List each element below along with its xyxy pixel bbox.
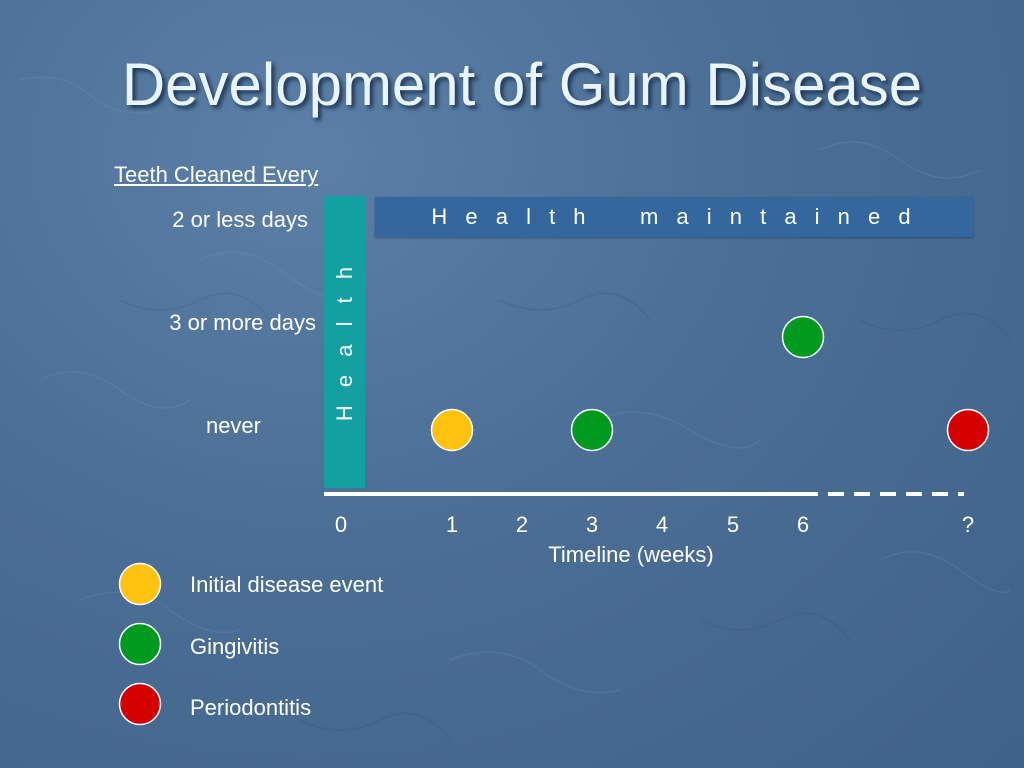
event-marker-gingivitis-week-6 xyxy=(781,315,825,359)
event-marker-gingivitis-week-3 xyxy=(570,408,614,452)
cleaning-frequency-heading: Teeth Cleaned Every xyxy=(114,162,319,187)
timeline-tick-3: 3 xyxy=(585,512,599,537)
row-label-3-or-more-days: 3 or more days xyxy=(169,310,316,335)
legend-marker-gingivitis xyxy=(118,622,162,666)
legend-label-initial: Initial disease event xyxy=(190,572,384,597)
timeline-tick-unknown: ? xyxy=(961,512,975,537)
health-vertical-bar xyxy=(324,196,365,488)
timeline-label: Timeline (weeks) xyxy=(548,542,714,567)
legend-marker-periodontitis xyxy=(118,682,162,726)
row-label-2-or-less-days: 2 or less days xyxy=(172,207,308,232)
row-label-never: never xyxy=(205,413,261,438)
timeline-tick-1: 1 xyxy=(445,512,459,537)
event-marker-periodontitis-week-unknown xyxy=(946,408,990,452)
health-maintained-bar xyxy=(375,197,973,237)
timeline-tick-6: 6 xyxy=(796,512,810,537)
legend-label-periodontitis: Periodontitis xyxy=(190,695,312,720)
legend-label-gingivitis: Gingivitis xyxy=(190,634,280,659)
timeline-tick-2: 2 xyxy=(515,512,529,537)
timeline-tick-0: 0 xyxy=(334,512,348,537)
event-marker-initial-week-1 xyxy=(430,408,474,452)
health-maintained-label: H e a l t h m a i n t a i n e d xyxy=(431,204,917,229)
slide-title: Development of Gum Disease xyxy=(121,51,923,118)
timeline-tick-4: 4 xyxy=(655,512,669,537)
legend-marker-initial xyxy=(118,562,162,606)
timeline-tick-5: 5 xyxy=(726,512,740,537)
